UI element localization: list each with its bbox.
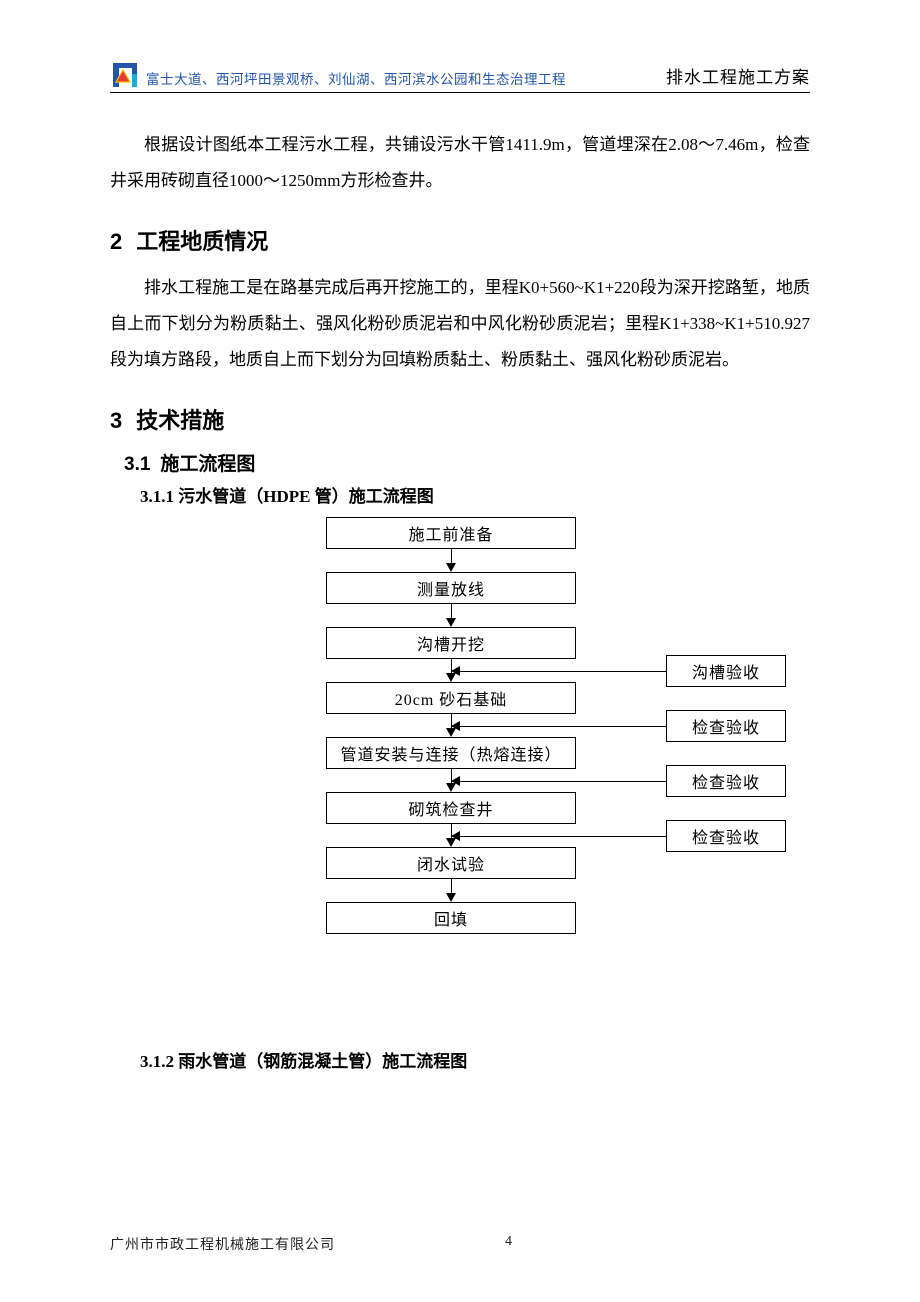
- header-left: 富士大道、西河坪田景观桥、刘仙湖、西河滨水公园和生态治理工程: [110, 60, 566, 88]
- flow-main-box-3: 20cm 砂石基础: [326, 682, 576, 714]
- flow-side-box-1: 检查验收: [666, 710, 786, 742]
- flow-arrow-line: [451, 549, 452, 563]
- section-3-heading: 3 技术措施: [110, 403, 810, 435]
- flow-side-box-2: 检查验收: [666, 765, 786, 797]
- flow-main-box-2: 沟槽开挖: [326, 627, 576, 659]
- section-3-title: 技术措施: [136, 408, 224, 433]
- section-2-num: 2: [110, 229, 122, 254]
- flow-side-arrow-head-icon: [451, 666, 460, 676]
- flow-arrow-head-icon: [446, 618, 456, 627]
- flow-side-arrow-head-icon: [451, 721, 460, 731]
- flow-side-line: [460, 671, 666, 672]
- flow-side-line: [460, 781, 666, 782]
- flow-main-box-0: 施工前准备: [326, 517, 576, 549]
- flow-arrow-head-icon: [446, 893, 456, 902]
- section-3-1-2-heading: 3.1.2 雨水管道（钢筋混凝土管）施工流程图: [140, 1047, 810, 1072]
- flow-main-box-7: 回填: [326, 902, 576, 934]
- flow-side-arrow-head-icon: [451, 831, 460, 841]
- section-3-num: 3: [110, 408, 122, 433]
- footer-page-number: 4: [505, 1234, 512, 1254]
- flow-main-box-1: 测量放线: [326, 572, 576, 604]
- header-project-title: 富士大道、西河坪田景观桥、刘仙湖、西河滨水公园和生态治理工程: [146, 68, 566, 88]
- footer-company: 广州市市政工程机械施工有限公司: [110, 1234, 335, 1254]
- flow-main-box-4: 管道安装与连接（热熔连接）: [326, 737, 576, 769]
- flow-side-line: [460, 726, 666, 727]
- section-3-1-num: 3.1: [124, 454, 150, 475]
- flow-side-arrow-head-icon: [451, 776, 460, 786]
- flow-side-line: [460, 836, 666, 837]
- page-header: 富士大道、西河坪田景观桥、刘仙湖、西河滨水公园和生态治理工程 排水工程施工方案: [110, 60, 810, 93]
- intro-paragraph: 根据设计图纸本工程污水工程，共铺设污水干管1411.9m，管道埋深在2.08～7…: [110, 127, 810, 198]
- section-2-title: 工程地质情况: [136, 229, 268, 254]
- company-logo-icon: [110, 60, 140, 90]
- flow-side-box-0: 沟槽验收: [666, 655, 786, 687]
- flow-main-box-6: 闭水试验: [326, 847, 576, 879]
- flow-side-box-3: 检查验收: [666, 820, 786, 852]
- section-2-heading: 2 工程地质情况: [110, 224, 810, 256]
- page-footer: 广州市市政工程机械施工有限公司 4: [110, 1234, 810, 1254]
- header-doc-title: 排水工程施工方案: [666, 63, 810, 88]
- flow-main-box-5: 砌筑检查井: [326, 792, 576, 824]
- section-3-1-1-heading: 3.1.1 污水管道（HDPE 管）施工流程图: [140, 482, 810, 507]
- hdpe-flowchart: 施工前准备测量放线沟槽开挖 20cm 砂石基础管道安装与连接（热熔连接） 砌筑检查井…: [296, 517, 816, 997]
- flow-arrow-head-icon: [446, 563, 456, 572]
- section-3-1-title: 施工流程图: [160, 454, 255, 475]
- flow-arrow-line: [451, 604, 452, 618]
- flow-arrow-line: [451, 879, 452, 893]
- section-3-1-heading: 3.1 施工流程图: [124, 449, 810, 476]
- section-2-paragraph: 排水工程施工是在路基完成后再开挖施工的，里程K0+560~K1+220段为深开挖…: [110, 270, 810, 377]
